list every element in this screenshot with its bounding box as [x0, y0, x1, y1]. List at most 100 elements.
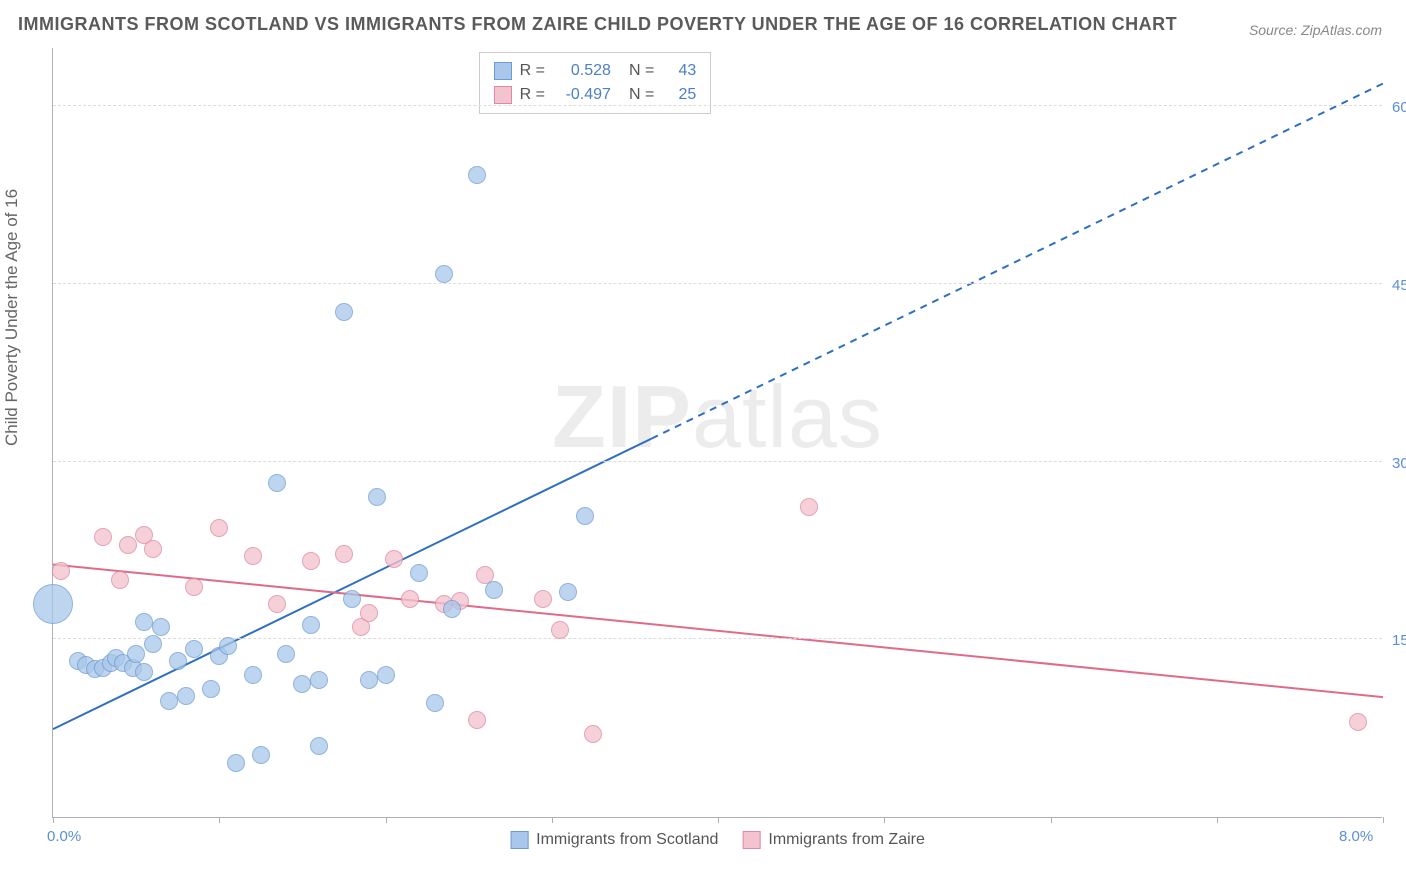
x-tick-mark — [1217, 817, 1218, 823]
legend-swatch — [742, 831, 760, 849]
data-point-scotland — [426, 694, 444, 712]
data-point-scotland — [410, 564, 428, 582]
n-value: 25 — [662, 86, 696, 104]
r-label: R = — [520, 86, 545, 104]
x-tick-mark — [386, 817, 387, 823]
y-tick-label: 15.0% — [1392, 632, 1406, 649]
data-point-zaire — [210, 519, 228, 537]
data-point-scotland — [360, 671, 378, 689]
data-point-scotland — [185, 640, 203, 658]
source-prefix: Source: — [1249, 22, 1301, 38]
legend-swatch — [510, 831, 528, 849]
legend-item-scotland: Immigrants from Scotland — [510, 831, 718, 849]
x-tick-mark — [53, 817, 54, 823]
data-point-scotland — [293, 675, 311, 693]
scatter-plot-area: ZIPatlas R =0.528N =43R =-0.497N =25 Imm… — [52, 48, 1382, 818]
data-point-scotland — [368, 488, 386, 506]
data-point-zaire — [94, 528, 112, 546]
legend-swatch — [494, 86, 512, 104]
legend-label: Immigrants from Scotland — [536, 831, 718, 849]
legend-swatch — [494, 62, 512, 80]
x-tick-label: 0.0% — [47, 828, 81, 845]
r-value: 0.528 — [553, 62, 611, 80]
trend-lines-layer — [53, 48, 1383, 818]
data-point-zaire — [551, 621, 569, 639]
n-value: 43 — [662, 62, 696, 80]
data-point-scotland — [443, 600, 461, 618]
data-point-scotland — [576, 507, 594, 525]
data-point-scotland — [135, 663, 153, 681]
data-point-scotland — [343, 590, 361, 608]
data-point-scotland — [177, 687, 195, 705]
data-point-scotland — [152, 618, 170, 636]
data-point-scotland — [33, 584, 73, 624]
data-point-scotland — [268, 474, 286, 492]
rn-row-scotland: R = 0.528 N = 43 — [494, 59, 697, 83]
data-point-scotland — [144, 635, 162, 653]
data-point-zaire — [144, 540, 162, 558]
data-point-scotland — [485, 581, 503, 599]
x-tick-mark — [1383, 817, 1384, 823]
watermark: ZIPatlas — [552, 366, 883, 468]
data-point-zaire — [52, 562, 70, 580]
r-label: R = — [520, 62, 545, 80]
data-point-zaire — [119, 536, 137, 554]
data-point-scotland — [135, 613, 153, 631]
gridline — [53, 638, 1382, 639]
data-point-scotland — [219, 637, 237, 655]
data-point-zaire — [268, 595, 286, 613]
x-tick-mark — [219, 817, 220, 823]
y-tick-label: 60.0% — [1392, 99, 1406, 116]
data-point-scotland — [310, 671, 328, 689]
n-label: N = — [629, 62, 654, 80]
data-point-scotland — [244, 666, 262, 684]
data-point-zaire — [111, 571, 129, 589]
data-point-zaire — [185, 578, 203, 596]
data-point-zaire — [534, 590, 552, 608]
data-point-scotland — [127, 645, 145, 663]
data-point-zaire — [360, 604, 378, 622]
data-point-scotland — [277, 645, 295, 663]
data-point-scotland — [227, 754, 245, 772]
x-tick-mark — [884, 817, 885, 823]
n-label: N = — [629, 86, 654, 104]
data-point-zaire — [302, 552, 320, 570]
data-point-scotland — [468, 166, 486, 184]
gridline — [53, 105, 1382, 106]
data-point-scotland — [302, 616, 320, 634]
x-tick-label: 8.0% — [1339, 828, 1373, 845]
data-point-scotland — [169, 652, 187, 670]
x-tick-mark — [552, 817, 553, 823]
y-tick-label: 45.0% — [1392, 277, 1406, 294]
data-point-zaire — [244, 547, 262, 565]
data-point-zaire — [584, 725, 602, 743]
data-point-zaire — [1349, 713, 1367, 731]
r-value: -0.497 — [553, 86, 611, 104]
gridline — [53, 461, 1382, 462]
data-point-scotland — [160, 692, 178, 710]
data-point-scotland — [559, 583, 577, 601]
source-attribution: Source: ZipAtlas.com — [1249, 22, 1382, 38]
data-point-zaire — [401, 590, 419, 608]
data-point-zaire — [335, 545, 353, 563]
source-link[interactable]: ZipAtlas.com — [1301, 22, 1382, 38]
data-point-scotland — [310, 737, 328, 755]
data-point-scotland — [252, 746, 270, 764]
data-point-scotland — [202, 680, 220, 698]
legend-label: Immigrants from Zaire — [768, 831, 924, 849]
data-point-zaire — [468, 711, 486, 729]
data-point-scotland — [377, 666, 395, 684]
x-tick-mark — [718, 817, 719, 823]
y-tick-label: 30.0% — [1392, 455, 1406, 472]
data-point-scotland — [435, 265, 453, 283]
data-point-zaire — [385, 550, 403, 568]
data-point-scotland — [335, 303, 353, 321]
y-axis-label: Child Poverty Under the Age of 16 — [2, 189, 22, 446]
legend-item-zaire: Immigrants from Zaire — [742, 831, 924, 849]
series-legend: Immigrants from Scotland Immigrants from … — [510, 831, 925, 849]
data-point-zaire — [800, 498, 818, 516]
gridline — [53, 283, 1382, 284]
chart-title: IMMIGRANTS FROM SCOTLAND VS IMMIGRANTS F… — [18, 14, 1177, 35]
x-tick-mark — [1051, 817, 1052, 823]
rn-row-zaire: R = -0.497 N = 25 — [494, 83, 697, 107]
